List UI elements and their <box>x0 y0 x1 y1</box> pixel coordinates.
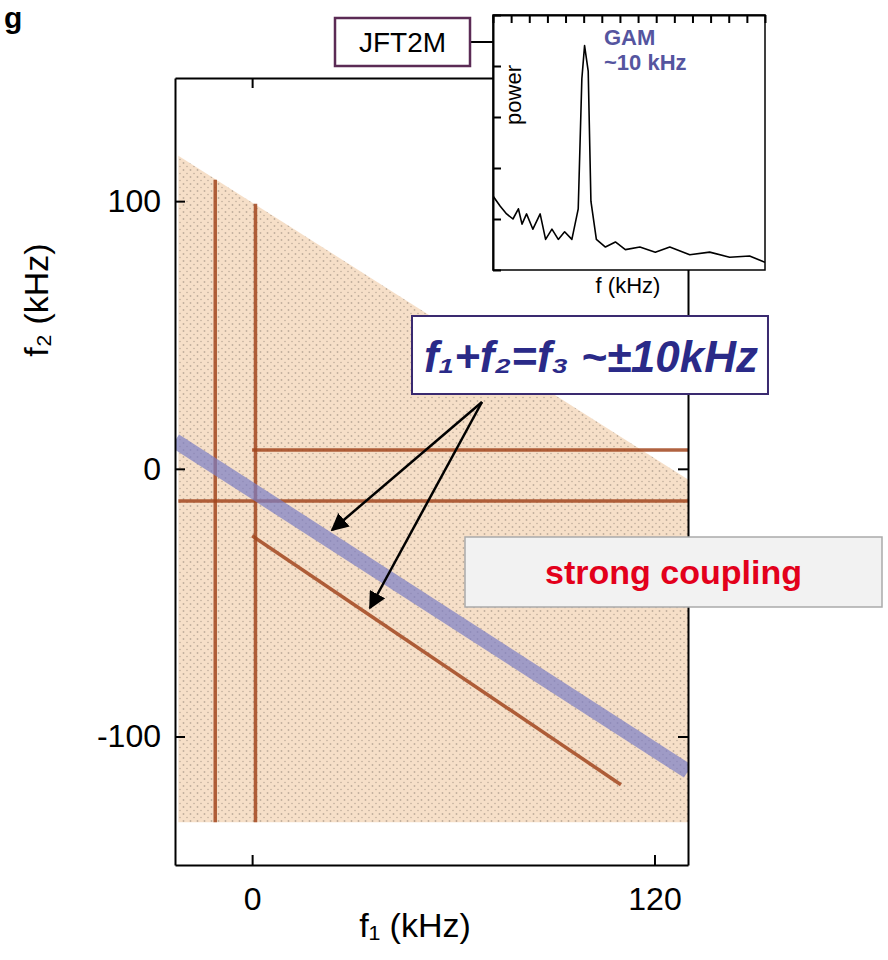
tick <box>493 219 501 220</box>
tick <box>674 15 675 23</box>
tick: 120 <box>628 855 681 917</box>
tick-mark <box>692 15 694 23</box>
axis-title: f₁ (kHz) <box>359 906 471 944</box>
axis-x <box>494 15 766 23</box>
tick-mark <box>493 15 501 17</box>
tick-mark <box>175 736 185 738</box>
inset-data-layer <box>493 46 765 263</box>
tick: 100 <box>108 183 185 219</box>
arrow <box>332 402 482 530</box>
annotation-group: strong coupling <box>465 537 882 607</box>
tick <box>493 117 501 118</box>
chart: 0 120 -100 0 100 f₁ (kHz) f₂ (kHz) f (kHz) power… <box>0 0 888 960</box>
tick: -100 <box>97 718 185 754</box>
annotation: GAM <box>604 25 655 50</box>
axis-y: -100 0 100 <box>97 79 185 866</box>
panel-label: g <box>4 1 22 34</box>
tick <box>711 15 712 23</box>
tick-label: -100 <box>97 718 161 754</box>
tick-mark <box>529 15 531 23</box>
tick <box>678 737 688 738</box>
axis-line <box>175 79 177 866</box>
tick <box>547 15 548 23</box>
tick-label: 0 <box>143 451 161 487</box>
tick <box>678 469 688 470</box>
tick-mark <box>678 468 688 470</box>
tick-mark <box>252 78 254 88</box>
tick-mark <box>493 270 501 272</box>
tick <box>566 15 567 23</box>
chart-svg: 0 120 -100 0 100 f₁ (kHz) f₂ (kHz) f (kHz) power… <box>0 0 888 960</box>
tick-mark <box>765 15 767 23</box>
inset-frame <box>493 15 765 270</box>
tick-label: 100 <box>108 183 161 219</box>
tick <box>729 15 730 23</box>
tick-mark <box>175 201 185 203</box>
tick-mark <box>583 15 585 23</box>
annotation-group: f₁+f₂=f₃ ~±10kHz <box>412 316 768 394</box>
axis-line <box>493 16 495 271</box>
annotation: JFT2M <box>359 27 446 58</box>
tick-mark <box>493 117 501 119</box>
tick <box>584 15 585 23</box>
tick-mark <box>674 15 676 23</box>
tick <box>602 15 603 23</box>
label-box <box>335 18 470 66</box>
label-box <box>465 537 882 607</box>
tick-mark <box>656 15 658 23</box>
tick-mark <box>654 855 656 865</box>
tick <box>620 15 621 23</box>
tick <box>638 15 639 23</box>
tick-mark <box>710 15 712 23</box>
tick <box>765 15 766 23</box>
axis-title: f (kHz) <box>596 273 661 298</box>
annotation: ~10 kHz <box>604 50 687 75</box>
tick-mark <box>638 15 640 23</box>
data-line <box>252 448 688 452</box>
axis-title: f₂ (kHz) <box>17 243 55 356</box>
tick <box>529 15 530 23</box>
axis-title: power <box>501 65 526 125</box>
axis-line <box>494 15 766 17</box>
tick-mark <box>493 219 501 221</box>
tick-mark <box>493 168 501 170</box>
tick <box>747 15 748 23</box>
tick-mark <box>252 855 254 865</box>
tick-mark <box>678 736 688 738</box>
tick-mark <box>619 15 621 23</box>
tick <box>692 15 693 23</box>
tick-mark <box>728 15 730 23</box>
tick: 0 <box>143 451 185 487</box>
tick-mark <box>511 15 513 23</box>
tick <box>656 15 657 23</box>
tick <box>493 15 501 16</box>
annotation: f₁+f₂=f₃ ~±10kHz <box>424 332 758 381</box>
tick-mark <box>175 468 185 470</box>
data-line <box>254 204 258 822</box>
tick-label: 0 <box>244 881 262 917</box>
annotation: strong coupling <box>545 553 802 591</box>
data-line <box>493 46 765 263</box>
tick-mark <box>565 15 567 23</box>
tick <box>511 15 512 23</box>
tick <box>252 78 253 88</box>
tick-mark <box>493 66 501 68</box>
tick: 0 <box>244 855 262 917</box>
axis-y <box>493 16 501 271</box>
tick <box>493 270 501 271</box>
tick-mark <box>547 15 549 23</box>
tick <box>493 66 501 67</box>
tick-mark <box>601 15 603 23</box>
label-box <box>412 316 768 394</box>
tick-label: 120 <box>628 881 681 917</box>
connector <box>470 41 493 43</box>
tick <box>493 168 501 169</box>
tick-mark <box>746 15 748 23</box>
